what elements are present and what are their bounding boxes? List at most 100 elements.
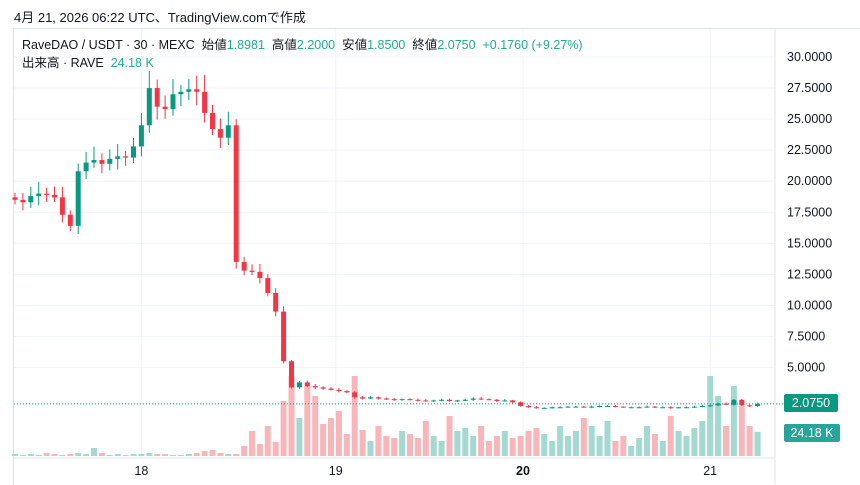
last-price-tag: 2.0750 <box>784 394 838 412</box>
candle-body <box>289 361 294 388</box>
candle-body <box>470 398 476 400</box>
candle-body <box>739 399 745 406</box>
close-value: 2.0750 <box>437 38 476 52</box>
candle-body <box>589 406 595 408</box>
volume-bar <box>549 441 556 456</box>
candle-body <box>131 146 136 158</box>
candle-body <box>75 171 81 226</box>
change-value: +0.1760 (+9.27%) <box>482 38 583 52</box>
volume-bar <box>19 455 26 456</box>
candle-body <box>510 400 516 403</box>
candle-body <box>486 399 492 401</box>
volume-label[interactable]: 出来高 · RAVE <box>22 56 104 70</box>
volume-bar <box>383 436 390 456</box>
y-tick-label: 17.5000 <box>787 205 832 219</box>
volume-bar <box>351 376 358 456</box>
volume-bar <box>272 442 279 456</box>
volume-value: 24.18 K <box>110 56 154 70</box>
candle-body <box>557 407 563 409</box>
volume-bar <box>612 441 619 456</box>
volume-bar <box>280 401 287 456</box>
high-label: 高値 <box>271 38 297 52</box>
volume-bar <box>59 455 66 456</box>
candle-body <box>699 406 705 408</box>
volume-bar <box>241 446 248 456</box>
volume-bar <box>541 434 548 456</box>
candle-body <box>620 406 626 408</box>
y-tick-label: 30.0000 <box>787 50 832 64</box>
candle-body <box>217 129 223 138</box>
candle-body <box>549 407 555 409</box>
volume-bar <box>462 428 469 456</box>
volume-bar <box>620 436 627 456</box>
candle-body <box>273 292 279 312</box>
candle-body <box>597 406 603 408</box>
candle-body <box>328 388 334 390</box>
volume-bar <box>588 426 595 456</box>
candle-body <box>241 261 247 271</box>
candle-body <box>20 199 26 203</box>
candle-body <box>115 156 121 159</box>
candle-body <box>178 91 184 95</box>
candle-body <box>304 382 310 387</box>
candle-body <box>352 392 358 398</box>
volume-bar <box>391 438 398 456</box>
candle-body <box>502 400 508 402</box>
y-tick-label: 25.0000 <box>787 112 832 126</box>
volume-bar <box>699 421 706 456</box>
volume-bar <box>723 426 729 456</box>
candle-body <box>36 193 42 197</box>
y-tick-label: 5.0000 <box>787 361 825 375</box>
candle-body <box>691 406 697 408</box>
candle-body <box>59 197 65 215</box>
volume-bar <box>517 436 524 456</box>
volume-bar <box>12 454 18 456</box>
last-volume-tag: 24.18 K <box>784 424 840 442</box>
volume-bar <box>130 454 137 456</box>
chart-legend: RaveDAO / USDT · 30 · MEXC 始値1.8981 高値2.… <box>22 36 583 72</box>
volume-bar <box>430 436 437 456</box>
volume-bar <box>343 434 350 456</box>
volume-bar <box>604 421 611 456</box>
volume-bar <box>264 426 271 456</box>
y-tick-label: 7.5000 <box>787 329 825 343</box>
volume-bar <box>177 455 184 456</box>
candle-body <box>494 399 500 402</box>
candle-body <box>541 407 547 409</box>
candle-body <box>186 89 192 92</box>
candle-body <box>336 389 342 392</box>
candle-body <box>44 193 50 195</box>
volume-bar <box>185 454 192 456</box>
candle-body <box>67 214 73 226</box>
candle-body <box>83 162 89 172</box>
volume-bar <box>312 396 319 456</box>
candle-body <box>612 406 618 408</box>
candle-body <box>755 403 761 407</box>
candle-body <box>605 406 610 408</box>
candle-body <box>391 399 397 401</box>
volume-bar <box>328 418 334 456</box>
chart-caption: 4月 21, 2026 06:22 UTC、TradingView.comで作成 <box>14 10 306 25</box>
volume-bar <box>446 416 453 456</box>
volume-bar <box>209 450 216 456</box>
candle-body <box>573 406 579 408</box>
candle-body <box>628 407 634 409</box>
candle-body <box>91 160 97 163</box>
volume-row: 出来高 · RAVE 24.18 K <box>22 54 583 72</box>
candle-body <box>636 407 642 409</box>
volume-bar <box>67 454 74 456</box>
candle-body <box>565 406 571 408</box>
x-tick-label: 18 <box>134 464 148 478</box>
volume-bar <box>414 438 421 456</box>
volume-bar <box>201 451 208 456</box>
volume-bar <box>193 453 200 456</box>
volume-bar <box>359 430 366 456</box>
symbol-label[interactable]: RaveDAO / USDT · 30 · MEXC <box>22 38 195 52</box>
candle-body <box>407 399 413 401</box>
candle-body <box>731 399 737 405</box>
volume-bar <box>486 441 492 456</box>
volume-bar <box>738 406 745 456</box>
candle-body <box>138 125 144 147</box>
candle-body <box>170 94 176 110</box>
